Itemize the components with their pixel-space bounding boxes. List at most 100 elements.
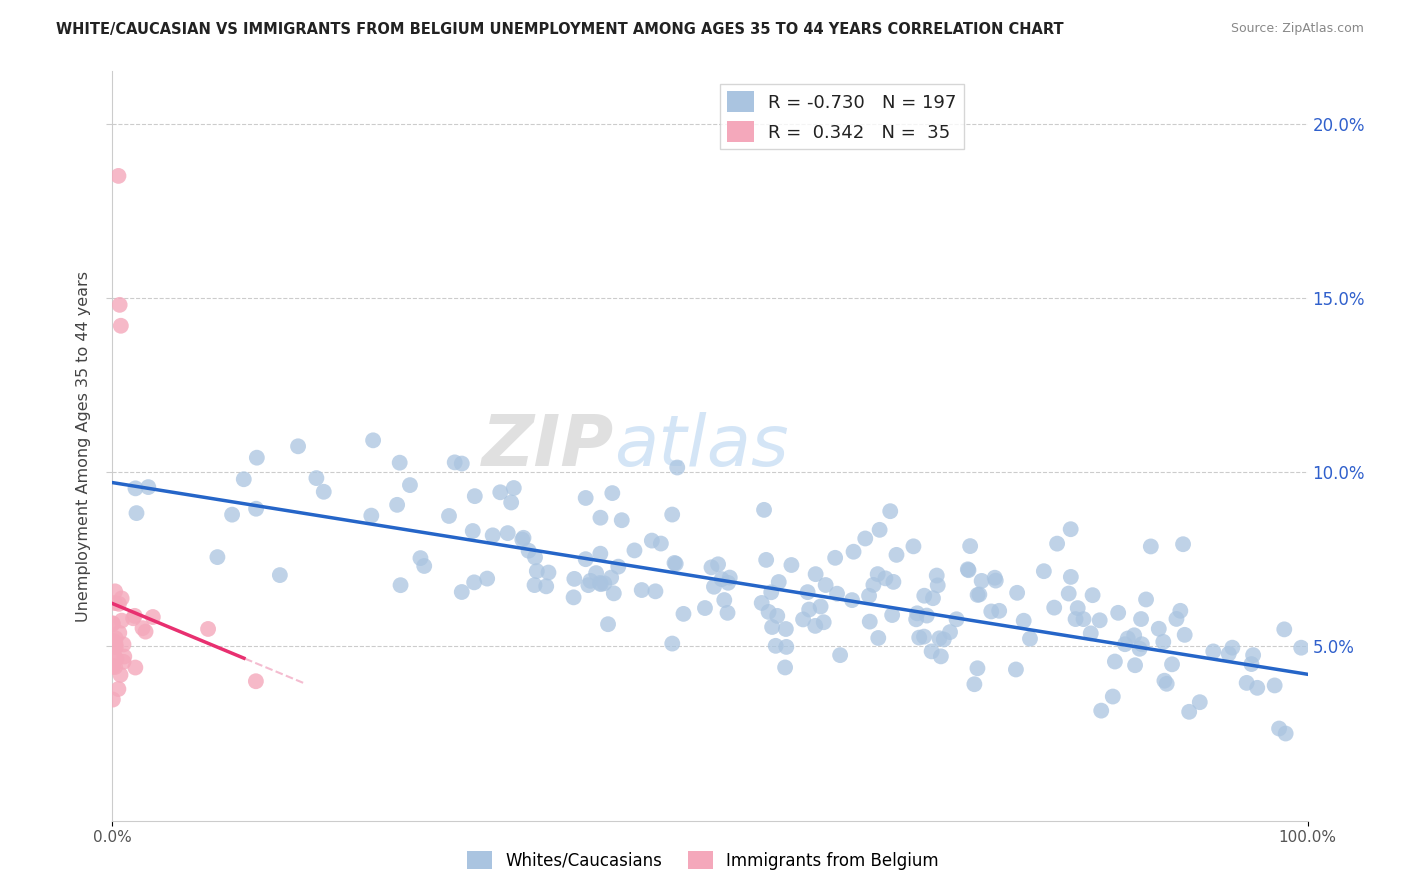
Point: [399, 478, 422, 492]
Point: [1043, 600, 1066, 615]
Point: [799, 602, 821, 616]
Point: [716, 606, 738, 620]
Point: [644, 584, 666, 599]
Point: [1236, 676, 1258, 690]
Point: [824, 550, 846, 565]
Point: [562, 591, 585, 605]
Point: [925, 568, 948, 582]
Point: [875, 571, 897, 585]
Point: [101, 616, 124, 631]
Point: [825, 587, 848, 601]
Point: [489, 485, 512, 500]
Point: [131, 621, 153, 635]
Point: [1060, 570, 1083, 584]
Point: [1080, 626, 1102, 640]
Point: [775, 640, 797, 654]
Point: [1104, 655, 1126, 669]
Point: [1114, 637, 1136, 651]
Point: [104, 596, 127, 610]
Point: [1174, 628, 1197, 642]
Point: [1107, 606, 1129, 620]
Point: [814, 578, 837, 592]
Point: [927, 578, 949, 592]
Point: [388, 456, 411, 470]
Point: [501, 495, 523, 509]
Point: [112, 637, 135, 651]
Point: [905, 607, 928, 621]
Point: [661, 508, 683, 522]
Point: [1129, 641, 1152, 656]
Point: [623, 543, 645, 558]
Point: [966, 588, 988, 602]
Point: [101, 692, 124, 706]
Point: [103, 649, 125, 664]
Point: [641, 533, 664, 548]
Point: [104, 640, 127, 654]
Point: [1246, 681, 1268, 695]
Point: [752, 503, 775, 517]
Point: [945, 612, 967, 626]
Point: [969, 587, 991, 601]
Point: [882, 574, 904, 589]
Point: [1067, 601, 1090, 615]
Point: [385, 498, 408, 512]
Point: [101, 616, 124, 631]
Point: [859, 615, 882, 629]
Point: [983, 571, 1005, 585]
Point: [576, 578, 599, 592]
Point: [1268, 722, 1291, 736]
Point: [1123, 658, 1146, 673]
Point: [1060, 522, 1083, 536]
Point: [107, 169, 129, 183]
Point: [768, 574, 790, 589]
Point: [956, 562, 979, 576]
Point: [101, 660, 124, 674]
Point: [915, 608, 938, 623]
Point: [939, 625, 962, 640]
Text: ZIP: ZIP: [482, 411, 614, 481]
Point: [575, 552, 598, 566]
Point: [1241, 648, 1264, 662]
Point: [703, 580, 725, 594]
Y-axis label: Unemployment Among Ages 35 to 44 years: Unemployment Among Ages 35 to 44 years: [76, 270, 91, 622]
Point: [610, 513, 633, 527]
Point: [1012, 614, 1035, 628]
Point: [360, 508, 382, 523]
Point: [409, 551, 432, 566]
Point: [596, 617, 619, 632]
Point: [110, 318, 132, 333]
Point: [710, 572, 733, 586]
Point: [389, 578, 412, 592]
Point: [562, 572, 585, 586]
Point: [862, 578, 884, 592]
Point: [450, 457, 472, 471]
Point: [908, 631, 931, 645]
Point: [1064, 612, 1087, 626]
Point: [122, 611, 145, 625]
Point: [512, 531, 534, 545]
Point: [1171, 537, 1194, 551]
Point: [101, 658, 124, 673]
Point: [928, 632, 950, 646]
Point: [1166, 612, 1188, 626]
Point: [755, 553, 778, 567]
Point: [1220, 640, 1243, 655]
Point: [912, 589, 935, 603]
Point: [1156, 677, 1178, 691]
Point: [869, 523, 891, 537]
Point: [1101, 690, 1123, 704]
Point: [510, 533, 533, 547]
Point: [1152, 635, 1174, 649]
Point: [585, 566, 607, 580]
Point: [108, 298, 131, 312]
Point: [104, 637, 127, 651]
Point: [905, 612, 928, 626]
Point: [104, 660, 127, 674]
Point: [796, 585, 818, 599]
Text: atlas: atlas: [614, 411, 789, 481]
Point: [912, 630, 935, 644]
Point: [1090, 704, 1112, 718]
Point: [882, 608, 904, 623]
Point: [607, 559, 630, 574]
Point: [112, 655, 135, 669]
